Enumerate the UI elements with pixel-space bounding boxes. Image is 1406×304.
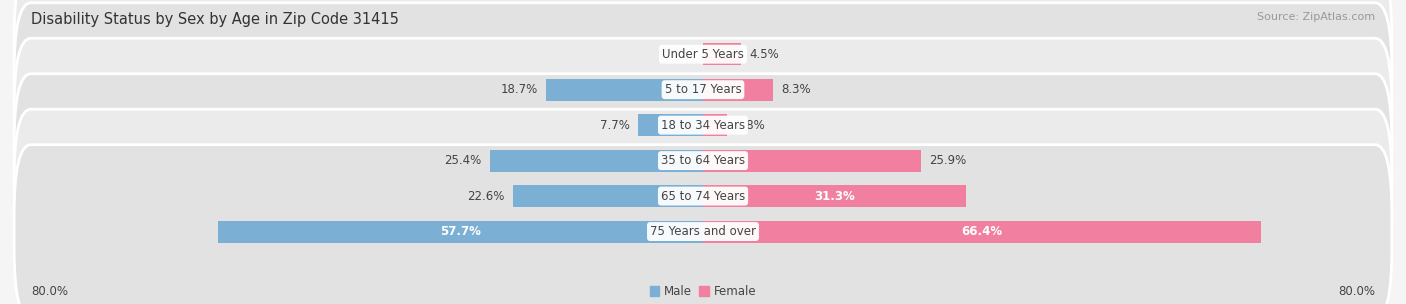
Bar	[703, 221, 1261, 243]
Text: 7.7%: 7.7%	[600, 119, 630, 132]
Bar	[513, 185, 703, 207]
Text: 25.9%: 25.9%	[929, 154, 966, 167]
Text: 57.7%: 57.7%	[440, 225, 481, 238]
Text: 66.4%: 66.4%	[962, 225, 1002, 238]
Text: 0.0%: 0.0%	[661, 48, 690, 61]
Text: 5 to 17 Years: 5 to 17 Years	[665, 83, 741, 96]
Bar	[638, 114, 703, 136]
Text: 18 to 34 Years: 18 to 34 Years	[661, 119, 745, 132]
Bar	[703, 43, 741, 65]
Text: 75 Years and over: 75 Years and over	[650, 225, 756, 238]
Text: 80.0%: 80.0%	[1339, 285, 1375, 298]
Text: 2.8%: 2.8%	[735, 119, 765, 132]
Bar	[703, 79, 773, 101]
Text: Disability Status by Sex by Age in Zip Code 31415: Disability Status by Sex by Age in Zip C…	[31, 12, 399, 27]
FancyBboxPatch shape	[14, 74, 1392, 247]
Bar	[489, 150, 703, 171]
Text: 25.4%: 25.4%	[444, 154, 481, 167]
Text: 4.5%: 4.5%	[749, 48, 779, 61]
Bar	[703, 150, 921, 171]
FancyBboxPatch shape	[14, 109, 1392, 283]
Bar	[703, 114, 727, 136]
Text: 35 to 64 Years: 35 to 64 Years	[661, 154, 745, 167]
Text: 31.3%: 31.3%	[814, 190, 855, 202]
FancyBboxPatch shape	[14, 3, 1392, 177]
Text: 18.7%: 18.7%	[501, 83, 537, 96]
FancyBboxPatch shape	[14, 0, 1392, 141]
Text: Source: ZipAtlas.com: Source: ZipAtlas.com	[1257, 12, 1375, 22]
Bar	[703, 185, 966, 207]
Text: 8.3%: 8.3%	[782, 83, 811, 96]
Text: 80.0%: 80.0%	[31, 285, 67, 298]
FancyBboxPatch shape	[14, 38, 1392, 212]
Text: 22.6%: 22.6%	[467, 190, 505, 202]
Text: 65 to 74 Years: 65 to 74 Years	[661, 190, 745, 202]
Bar	[546, 79, 703, 101]
FancyBboxPatch shape	[14, 145, 1392, 304]
Text: Under 5 Years: Under 5 Years	[662, 48, 744, 61]
Bar	[218, 221, 703, 243]
Legend: Male, Female: Male, Female	[645, 281, 761, 303]
